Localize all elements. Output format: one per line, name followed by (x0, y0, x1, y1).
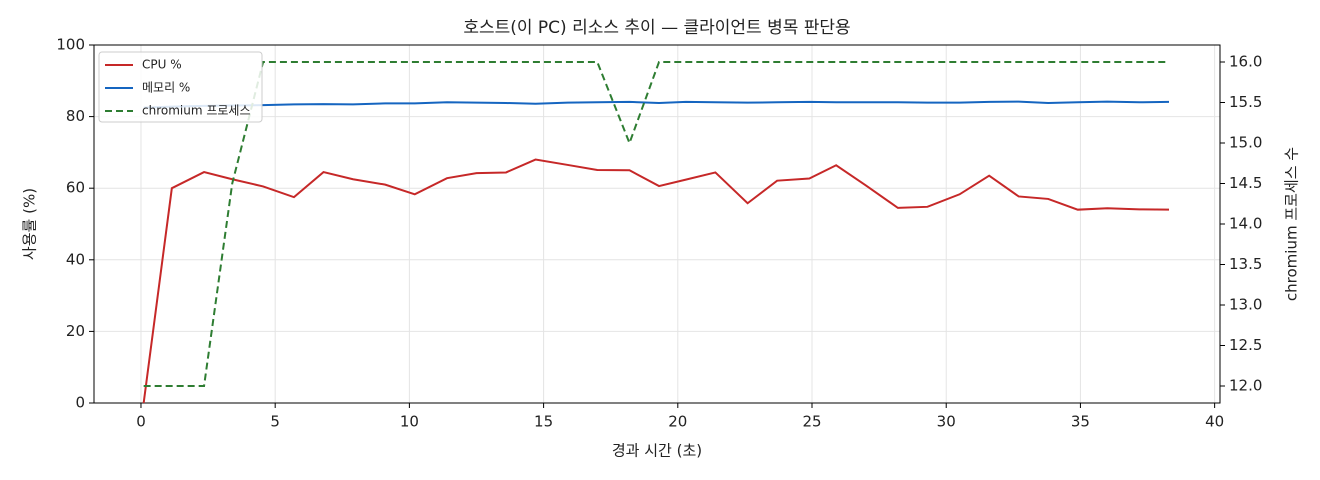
x-axis-label: 경과 시간 (초) (612, 442, 702, 460)
y2-tick-label: 13.5 (1229, 255, 1262, 273)
y2-axis-label: chromium 프로세스 수 (1283, 147, 1301, 301)
x-tick-label: 20 (668, 413, 687, 431)
series-line (143, 100, 1170, 109)
legend-label: 메모리 % (142, 81, 190, 95)
x-tick-label: 30 (937, 413, 956, 431)
x-tick-label: 0 (136, 413, 146, 431)
series-line (142, 158, 1170, 404)
x-tick-label: 40 (1205, 413, 1224, 431)
y2-tick-label: 14.5 (1229, 174, 1262, 192)
y2-tick-label: 12.5 (1229, 336, 1262, 354)
x-tick-label: 5 (270, 413, 280, 431)
chart-title: 호스트(이 PC) 리소스 추이 — 클라이언트 병목 판단용 (463, 18, 850, 38)
y2-tick-label: 15.0 (1229, 134, 1262, 152)
y-tick-label: 100 (56, 36, 85, 54)
y2-tick-label: 13.0 (1229, 295, 1262, 313)
y2-tick-label: 12.0 (1229, 376, 1262, 394)
y-tick-label: 20 (66, 322, 85, 340)
legend-label: CPU % (142, 58, 182, 72)
y-tick-label: 0 (75, 394, 85, 412)
legend-box (98, 51, 263, 123)
y-tick-label: 80 (66, 107, 85, 125)
y-axis-label: 사용률 (%) (21, 188, 39, 260)
y-tick-label: 60 (66, 179, 85, 197)
x-tick-label: 35 (1071, 413, 1090, 431)
y2-tick-label: 14.0 (1229, 215, 1262, 233)
x-tick-label: 15 (534, 413, 553, 431)
y-tick-label: 40 (66, 250, 85, 268)
plot-frame (93, 44, 1221, 404)
legend-label: chromium 프로세스 (142, 104, 251, 118)
y2-tick-label: 15.5 (1229, 93, 1262, 111)
y2-tick-label: 16.0 (1229, 53, 1262, 71)
x-tick-label: 25 (802, 413, 821, 431)
series-line (143, 61, 1169, 387)
x-tick-label: 10 (400, 413, 419, 431)
